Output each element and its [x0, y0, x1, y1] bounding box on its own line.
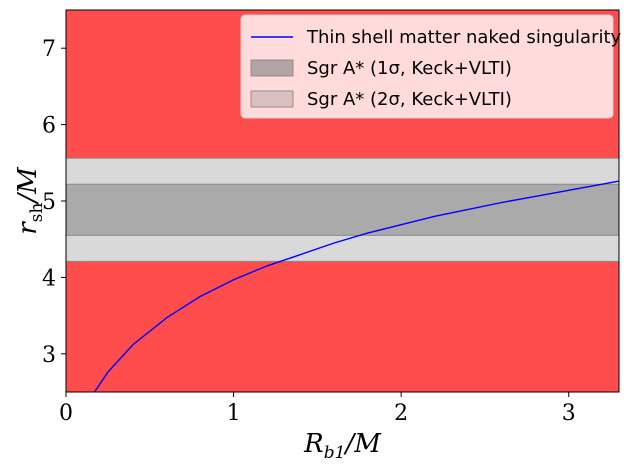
legend-entry-label: Sgr A* (2σ, Keck+VLTI): [307, 89, 512, 110]
y-tick-label: 5: [42, 190, 56, 215]
legend-entry-label: Thin shell matter naked singularity: [306, 27, 622, 48]
legend-patch-swatch: [250, 90, 294, 108]
legend-patch-swatch: [250, 59, 294, 77]
x-axis-label: Rb1/M: [303, 429, 382, 463]
axes: 0 1 2 3 3 4 5 6 7 Rb1/M rsh/M: [13, 9, 620, 463]
legend: Thin shell matter naked singularity Sgr A…: [240, 14, 622, 119]
legend-entry-label: Sgr A* (1σ, Keck+VLTI): [307, 58, 512, 79]
y-axis-label: rsh/M: [13, 166, 47, 235]
x-tick-label: 2: [394, 401, 408, 426]
band-1sigma: [66, 184, 619, 236]
y-tick-label: 7: [42, 37, 56, 62]
x-tick-label: 1: [227, 401, 241, 426]
y-tick-label: 4: [42, 266, 56, 291]
series-line-thin-shell: [93, 180, 619, 392]
y-tick-label: 3: [42, 343, 56, 368]
x-tick-label: 0: [59, 401, 73, 426]
x-tick-label: 3: [562, 401, 576, 426]
y-tick-label: 6: [42, 114, 56, 139]
legend-box: [240, 14, 614, 119]
